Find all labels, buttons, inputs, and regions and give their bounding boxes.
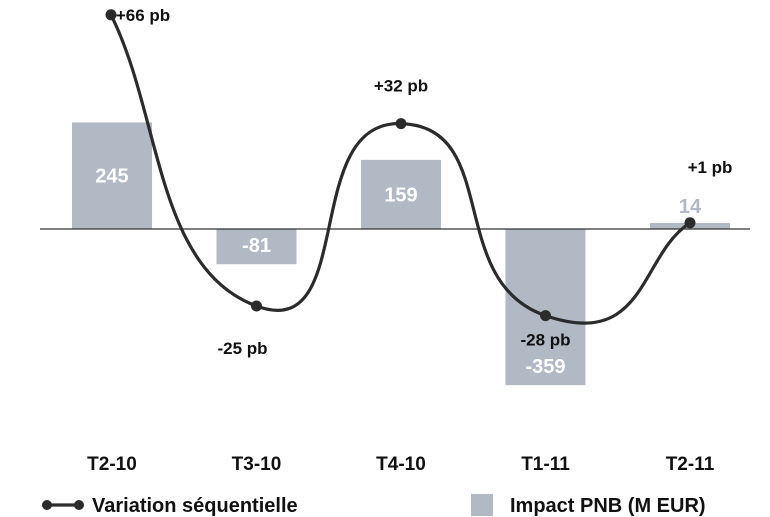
legend-line-dot-left bbox=[42, 500, 52, 510]
bar-T2-10 bbox=[72, 122, 152, 229]
line-point-T2-11 bbox=[684, 217, 696, 229]
series-line-variation bbox=[109, 13, 692, 325]
bar-T1-11 bbox=[505, 229, 586, 386]
line-point-T2-10 bbox=[105, 9, 117, 21]
legend-line-item: Variation séquentielle bbox=[42, 495, 298, 517]
legend-bar-item: Impact PNB (M EUR) bbox=[471, 494, 706, 517]
bar-value-label-T2-11: 14 bbox=[679, 196, 702, 218]
bar-value-label-T2-10: 245 bbox=[95, 166, 128, 188]
line-value-label-T3-10: -25 pb bbox=[217, 339, 267, 358]
legend-line-dot-right bbox=[74, 500, 84, 510]
line-value-label-T1-11: -28 pb bbox=[520, 331, 570, 350]
legend-bar-label: Impact PNB (M EUR) bbox=[510, 495, 706, 517]
category-label-T2-10: T2-10 bbox=[87, 454, 137, 475]
line-point-T4-10 bbox=[395, 118, 407, 130]
line-point-T3-10 bbox=[251, 300, 262, 312]
category-label-T4-10: T4-10 bbox=[376, 454, 426, 475]
bar-value-label-T1-11: -359 bbox=[525, 356, 565, 378]
legend-bar-swatch bbox=[471, 494, 493, 516]
bars-group: 245 -81 159 -359 14 bbox=[72, 122, 730, 386]
category-labels-group: T2-10 T3-10 T4-10 T1-11 T2-11 bbox=[87, 454, 715, 475]
category-label-T3-10: T3-10 bbox=[232, 454, 282, 475]
category-label-T1-11: T1-11 bbox=[521, 454, 570, 475]
line-value-label-T4-10: +32 pb bbox=[374, 77, 428, 96]
line-value-label-T2-11: +1 pb bbox=[688, 158, 733, 177]
line-point-T1-11 bbox=[540, 310, 551, 322]
bar-T3-10 bbox=[216, 229, 297, 265]
line-value-label-T2-10: +66 pb bbox=[116, 6, 170, 25]
line-points-group: +66 pb -25 pb +32 pb -28 pb +1 pb bbox=[105, 6, 733, 358]
bar-value-label-T3-10: -81 bbox=[242, 235, 271, 257]
bar-value-label-T4-10: 159 bbox=[384, 184, 417, 206]
category-label-T2-11: T2-11 bbox=[666, 454, 715, 475]
legend-line-label: Variation séquentielle bbox=[92, 495, 298, 517]
bar-T4-10 bbox=[361, 159, 441, 229]
